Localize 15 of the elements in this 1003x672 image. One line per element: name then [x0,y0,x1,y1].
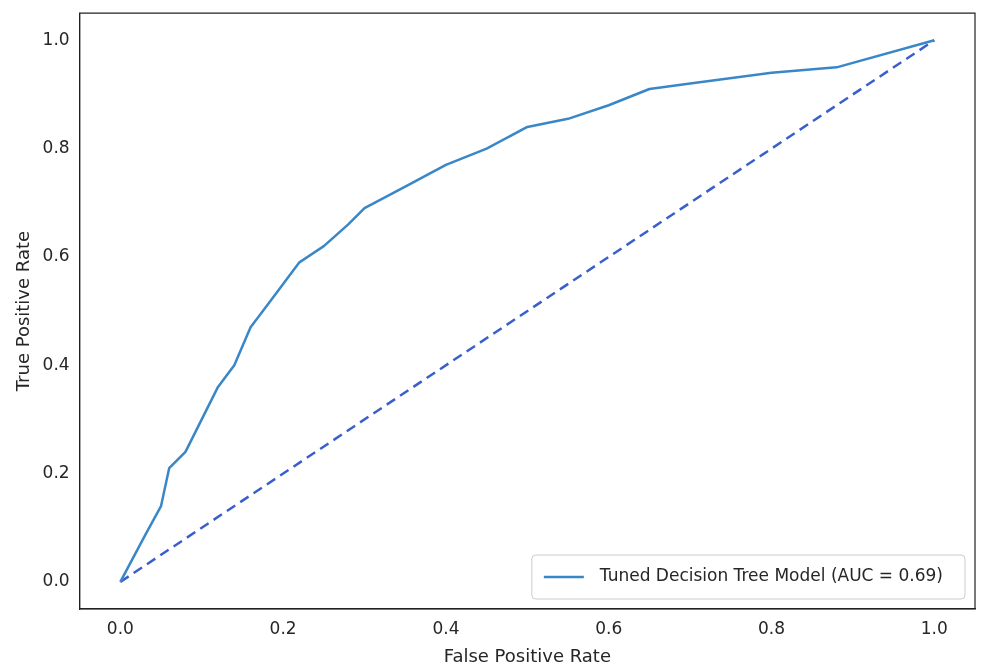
y-tick-label: 0.2 [42,462,70,483]
x-tick-label: 0.8 [757,617,786,638]
x-tick-label: 0.6 [595,617,623,638]
x-tick-label: 0.4 [432,617,460,638]
y-tick-label: 0.0 [42,570,70,591]
x-tick-label: 1.0 [920,617,948,638]
x-tick-label: 0.0 [106,617,134,638]
y-tick-label: 0.8 [42,137,70,158]
y-tick-label: 0.6 [42,245,70,266]
y-tick-label: 1.0 [42,28,70,49]
y-tick-label: 0.4 [42,353,70,374]
x-axis-title: False Positive Rate [443,644,611,666]
y-axis-title: True Positive Rate [12,230,34,393]
x-tick-label: 0.2 [269,617,297,638]
legend-label: Tuned Decision Tree Model (AUC = 0.69) [598,565,944,586]
